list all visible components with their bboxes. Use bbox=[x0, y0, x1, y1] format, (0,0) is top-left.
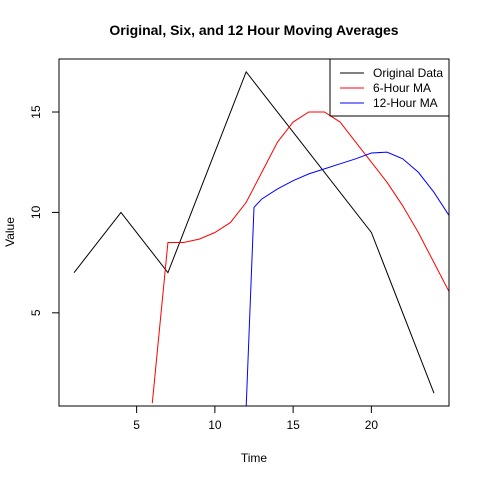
series-line-12-hour-ma bbox=[245, 151, 449, 406]
y-tick-label: 10 bbox=[29, 205, 43, 219]
x-axis: 5 10 15 20 bbox=[133, 405, 379, 432]
x-tick-label: 15 bbox=[286, 418, 300, 432]
x-tick-label: 20 bbox=[365, 418, 379, 432]
y-axis: 5 10 15 bbox=[29, 105, 60, 316]
x-tick-label: 10 bbox=[208, 418, 222, 432]
series-line-original-data bbox=[73, 70, 435, 394]
x-tick-label: 5 bbox=[133, 418, 140, 432]
legend-label-original-data: Original Data bbox=[373, 66, 443, 80]
y-tick-label: 15 bbox=[29, 105, 43, 119]
series-layer bbox=[73, 70, 449, 406]
y-axis-label: Value bbox=[3, 217, 17, 247]
legend-box bbox=[329, 58, 450, 117]
legend-label-12-hour-ma: 12-Hour MA bbox=[373, 96, 438, 110]
legend-label-6-hour-ma: 6-Hour MA bbox=[373, 81, 431, 95]
y-tick-label: 5 bbox=[29, 309, 43, 316]
chart-title: Original, Six, and 12 Hour Moving Averag… bbox=[109, 22, 398, 38]
x-axis-label: Time bbox=[241, 451, 268, 465]
series-line-6-hour-ma bbox=[151, 111, 449, 404]
